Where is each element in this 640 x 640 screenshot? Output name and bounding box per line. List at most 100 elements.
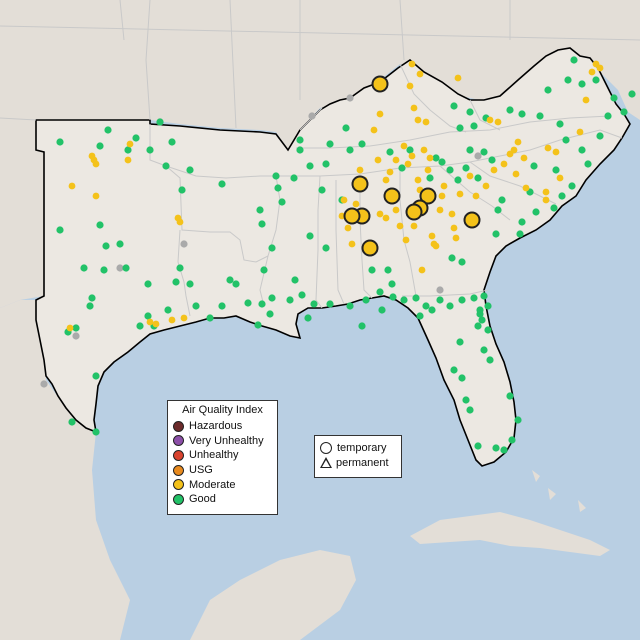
good-monitor [458,296,466,304]
good-monitor [272,172,280,180]
no-data-monitor [308,112,316,120]
moderate-monitor [494,118,502,126]
good-monitor [476,306,484,314]
good-monitor [462,396,470,404]
moderate-monitor [92,192,100,200]
good-monitor [306,232,314,240]
good-monitor [536,112,544,120]
good-monitor [304,314,312,322]
moderate-monitor [450,224,458,232]
good-monitor [291,276,299,284]
good-monitor [478,316,486,324]
good-monitor [86,302,94,310]
good-monitor [412,294,420,302]
no-data-monitor [40,380,48,388]
legend-item-moderate: Moderate [168,477,277,492]
good-monitor [446,302,454,310]
legend-item-usg: USG [168,463,277,478]
good-monitor [122,264,130,272]
land-yucatan [190,550,356,640]
good-monitor [596,132,604,140]
good-monitor [346,302,354,310]
good-monitor [484,302,492,310]
moderate-monitor [414,176,422,184]
legend-item-permanent: permanent [315,456,401,471]
moderate-monitor [410,104,418,112]
moderate-monitor [422,118,430,126]
good-monitor [254,321,262,329]
good-monitor [592,76,600,84]
legend-label: permanent [336,456,389,469]
triangle-icon [320,457,332,469]
good-monitor [498,196,506,204]
good-monitor [306,162,314,170]
moderate-monitor [472,192,480,200]
moderate-monitor [500,160,508,168]
moderate-monitor [552,148,560,156]
moderate-monitor [522,184,530,192]
moderate-monitor [456,190,464,198]
good-monitor [552,166,560,174]
moderate-monitor [88,152,96,160]
moderate-monitor [124,156,132,164]
moderate-monitor [146,318,154,326]
good-monitor [298,291,306,299]
good-monitor [296,136,304,144]
moderate-monitor [382,176,390,184]
moderate-monitor [376,110,384,118]
good-monitor [368,266,376,274]
moderate-monitor [66,324,74,332]
good-monitor [484,326,492,334]
good-monitor [386,148,394,156]
good-monitor [136,322,144,330]
good-monitor [322,160,330,168]
moderate-monitor [374,156,382,164]
moderate-monitor [438,192,446,200]
legend-item-temporary: temporary [315,441,401,456]
good-monitor [232,280,240,288]
moderate-monitor [426,154,434,162]
good-monitor [544,86,552,94]
moderate-monitor [576,128,584,136]
good-monitor [480,148,488,156]
aqi-legend-title: Air Quality Index [182,404,263,416]
moderate-monitor [486,116,494,124]
good-monitor [466,406,474,414]
land-mexico [0,300,130,640]
good-monitor [474,322,482,330]
good-monitor [322,244,330,252]
good-monitor [450,366,458,374]
moderate-monitor [596,64,604,72]
good-monitor [492,230,500,238]
good-monitor [72,324,80,332]
good-monitor [92,428,100,436]
good-monitor [388,280,396,288]
good-monitor [494,206,502,214]
good-monitor [406,146,414,154]
good-monitor [218,180,226,188]
moderate-swatch [173,479,184,491]
moderate-temporary-monitor [419,187,437,205]
good-monitor [530,162,538,170]
good-monitor [146,146,154,154]
good-monitor [346,146,354,154]
moderate-temporary-monitor [383,187,401,205]
good-monitor [516,230,524,238]
moderate-monitor [582,96,590,104]
moderate-monitor [406,82,414,90]
moderate-monitor [404,160,412,168]
moderate-monitor [386,168,394,176]
moderate-monitor [482,182,490,190]
good-monitor [96,221,104,229]
aqi-legend: Air Quality Index Hazardous Very Unhealt… [167,400,278,515]
good-monitor [474,174,482,182]
moderate-monitor [68,182,76,190]
good-monitor [486,356,494,364]
good-monitor [570,56,578,64]
good-monitor [168,138,176,146]
good-monitor [100,266,108,274]
moderate-monitor [348,240,356,248]
legend-label: USG [189,464,213,477]
good-monitor [268,294,276,302]
good-monitor [144,280,152,288]
